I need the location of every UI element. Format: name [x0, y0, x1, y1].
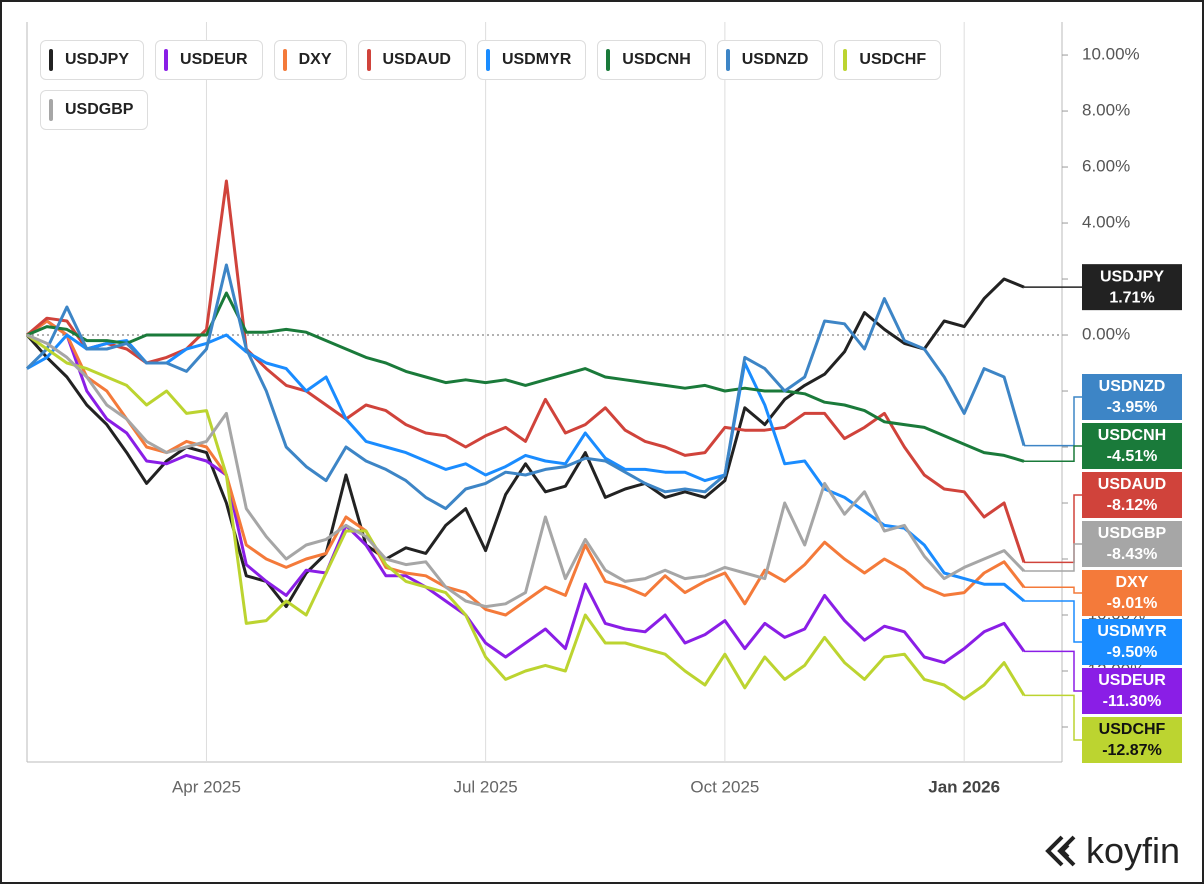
legend-item[interactable]: USDMYR — [476, 40, 587, 80]
x-tick-label: Oct 2025 — [690, 777, 759, 796]
end-label-value: 1.71% — [1109, 289, 1154, 306]
legend-item[interactable]: DXY — [273, 40, 347, 80]
end-label-box — [1082, 717, 1182, 763]
x-tick-label: Jan 2026 — [928, 777, 1000, 796]
end-label-name: USDNZD — [1099, 378, 1166, 395]
end-connector — [1024, 543, 1082, 572]
end-label-value: -3.95% — [1107, 399, 1158, 416]
legend-label: DXY — [298, 51, 332, 68]
end-connector — [1024, 694, 1082, 741]
end-label-box — [1082, 264, 1182, 311]
y-tick-label: 4.00% — [1082, 213, 1130, 232]
end-label-box — [1082, 521, 1182, 567]
end-connector — [1024, 650, 1082, 692]
end-connector — [1024, 494, 1082, 564]
end-label-name: USDEUR — [1098, 672, 1166, 689]
legend-item[interactable]: USDCHF — [834, 40, 942, 80]
end-label-value: -9.50% — [1107, 644, 1158, 661]
legend-label: USDCNH — [622, 51, 691, 68]
end-label-box — [1082, 668, 1182, 714]
series-line — [26, 319, 1026, 617]
series-line — [26, 179, 1026, 563]
end-connector — [1024, 396, 1082, 447]
end-label-value: -12.87% — [1102, 742, 1162, 759]
logo-text: koyfin — [1085, 830, 1180, 871]
end-label-box — [1082, 570, 1182, 616]
legend-swatch — [164, 49, 169, 71]
series-line — [25, 263, 1026, 511]
end-label-value: -9.01% — [1107, 595, 1158, 612]
end-label-box — [1082, 374, 1182, 420]
legend-item[interactable]: USDJPY — [40, 40, 145, 80]
end-label-name: DXY — [1116, 574, 1149, 591]
y-tick-label: 10.00% — [1082, 45, 1140, 64]
legend-item[interactable]: USDGBP — [40, 90, 149, 130]
legend-item[interactable]: USDEUR — [155, 40, 263, 80]
legend-swatch — [485, 49, 490, 71]
legend-label: USDEUR — [180, 51, 248, 68]
y-tick-label: 6.00% — [1082, 157, 1130, 176]
end-label-box — [1082, 619, 1182, 665]
end-label-name: USDAUD — [1098, 476, 1166, 493]
legend-label: USDNZD — [741, 51, 809, 68]
legend-label: USDAUD — [382, 51, 451, 68]
end-label-box — [1082, 472, 1182, 518]
legend-label: USDGBP — [65, 101, 134, 118]
end-label-name: USDCNH — [1098, 427, 1166, 444]
end-label-name: USDGBP — [1098, 525, 1167, 542]
end-connector — [1024, 600, 1082, 643]
end-label-value: -8.43% — [1107, 546, 1158, 563]
end-label-value: -4.51% — [1107, 448, 1158, 465]
legend-label: USDJPY — [65, 51, 130, 68]
legend-item[interactable]: USDNZD — [716, 40, 824, 80]
series-line — [26, 333, 1026, 609]
legend-item[interactable]: USDAUD — [357, 40, 466, 80]
end-connector — [1024, 586, 1082, 594]
y-tick-label: 8.00% — [1082, 101, 1130, 120]
legend-swatch — [282, 49, 287, 71]
end-label-name: USDCHF — [1099, 721, 1166, 738]
series-line — [25, 277, 1025, 609]
series-line — [26, 319, 1026, 665]
end-connector — [1024, 445, 1082, 463]
y-tick-label: 0.00% — [1082, 325, 1130, 344]
legend-swatch — [366, 49, 371, 71]
x-tick-label: Jul 2025 — [453, 777, 517, 796]
series-line — [26, 291, 1025, 463]
x-tick-label: Apr 2025 — [172, 777, 241, 796]
end-label-name: USDJPY — [1100, 268, 1164, 285]
legend-label: USDCHF — [859, 51, 927, 68]
legend-item[interactable]: USDCNH — [597, 40, 706, 80]
series-line — [26, 333, 1025, 603]
end-label-box — [1082, 423, 1182, 469]
legend-swatch — [843, 49, 848, 71]
end-label-value: -8.12% — [1107, 497, 1158, 514]
legend-label: USDMYR — [501, 51, 572, 68]
end-label-name: USDMYR — [1097, 623, 1167, 640]
legend-swatch — [49, 99, 53, 121]
logo-icon — [1045, 835, 1076, 867]
legend-swatch — [606, 49, 611, 71]
logo: koyfin — [1042, 830, 1180, 872]
series-line — [26, 333, 1026, 701]
legend: USDJPY USDEUR DXY USDAUD USDMYR USDCNH USDNZD U… — [40, 40, 1050, 130]
end-label-value: -11.30% — [1103, 693, 1162, 710]
legend-swatch — [49, 49, 53, 71]
legend-swatch — [725, 49, 730, 71]
